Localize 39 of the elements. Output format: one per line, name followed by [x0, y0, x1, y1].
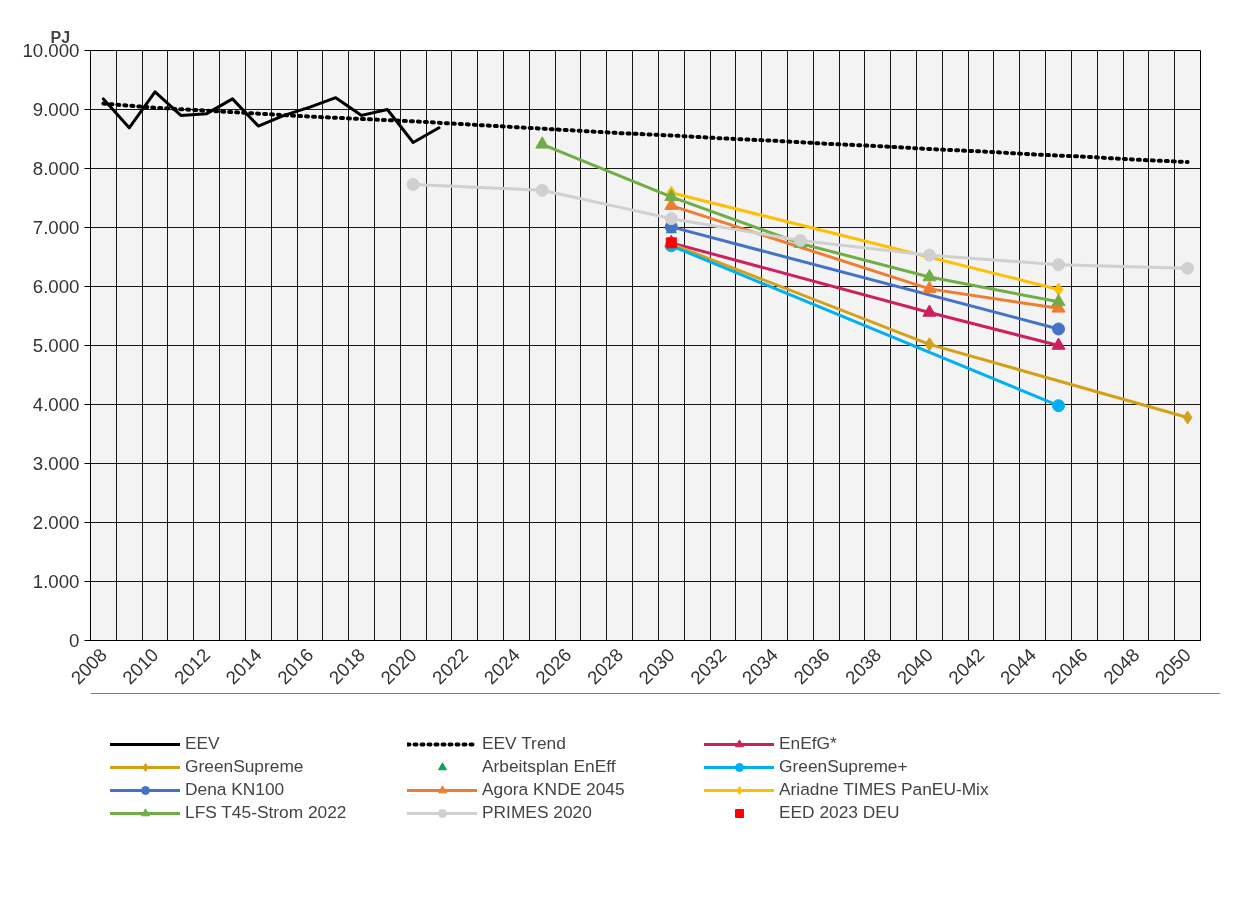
- legend-label: Arbeitsplan EnEff: [482, 756, 617, 777]
- point: [1052, 399, 1066, 413]
- legend-label: GreenSupreme: [185, 756, 305, 777]
- y-tick-label: 2.000: [32, 512, 80, 533]
- legend-label: GreenSupreme+: [779, 756, 909, 777]
- y-tick-label: 9.000: [32, 99, 80, 120]
- point: [1053, 282, 1064, 297]
- point: [922, 304, 937, 317]
- legend-label: EnEfG*: [779, 733, 838, 754]
- point: [922, 248, 936, 262]
- y-tick-label: 5.000: [32, 335, 80, 356]
- point: [1051, 337, 1066, 350]
- point: [924, 337, 935, 352]
- legend-label: EEV: [185, 733, 221, 754]
- point: [922, 280, 937, 294]
- legend-label: Dena KN100: [185, 779, 286, 800]
- point: [1052, 258, 1066, 272]
- y-tick-label: 1.000: [32, 571, 80, 592]
- legend-label: Ariadne TIMES PanEU-Mix: [779, 779, 990, 800]
- y-tick-label: 8.000: [32, 158, 80, 179]
- legend-label: LFS T45-Strom 2022: [185, 802, 348, 823]
- point: [535, 136, 550, 149]
- point: [535, 183, 549, 197]
- y-tick-label: 4.000: [32, 394, 80, 415]
- point: [922, 269, 937, 282]
- point: [664, 212, 678, 226]
- point: [1181, 261, 1195, 275]
- point: [1182, 410, 1193, 425]
- y-tick-label: 0: [69, 630, 80, 651]
- point: [1052, 322, 1066, 336]
- legend-label: EEV Trend: [482, 733, 567, 754]
- y-tick-label: 6.000: [32, 276, 80, 297]
- point: [406, 177, 420, 191]
- legend-label: EED 2023 DEU: [779, 802, 901, 823]
- y-tick-label: 7.000: [32, 217, 80, 238]
- point: [1051, 293, 1066, 307]
- legend-label: Agora KNDE 2045: [482, 779, 626, 800]
- legend-label: PRIMES 2020: [482, 802, 593, 823]
- y-tick-label: 3.000: [32, 453, 80, 474]
